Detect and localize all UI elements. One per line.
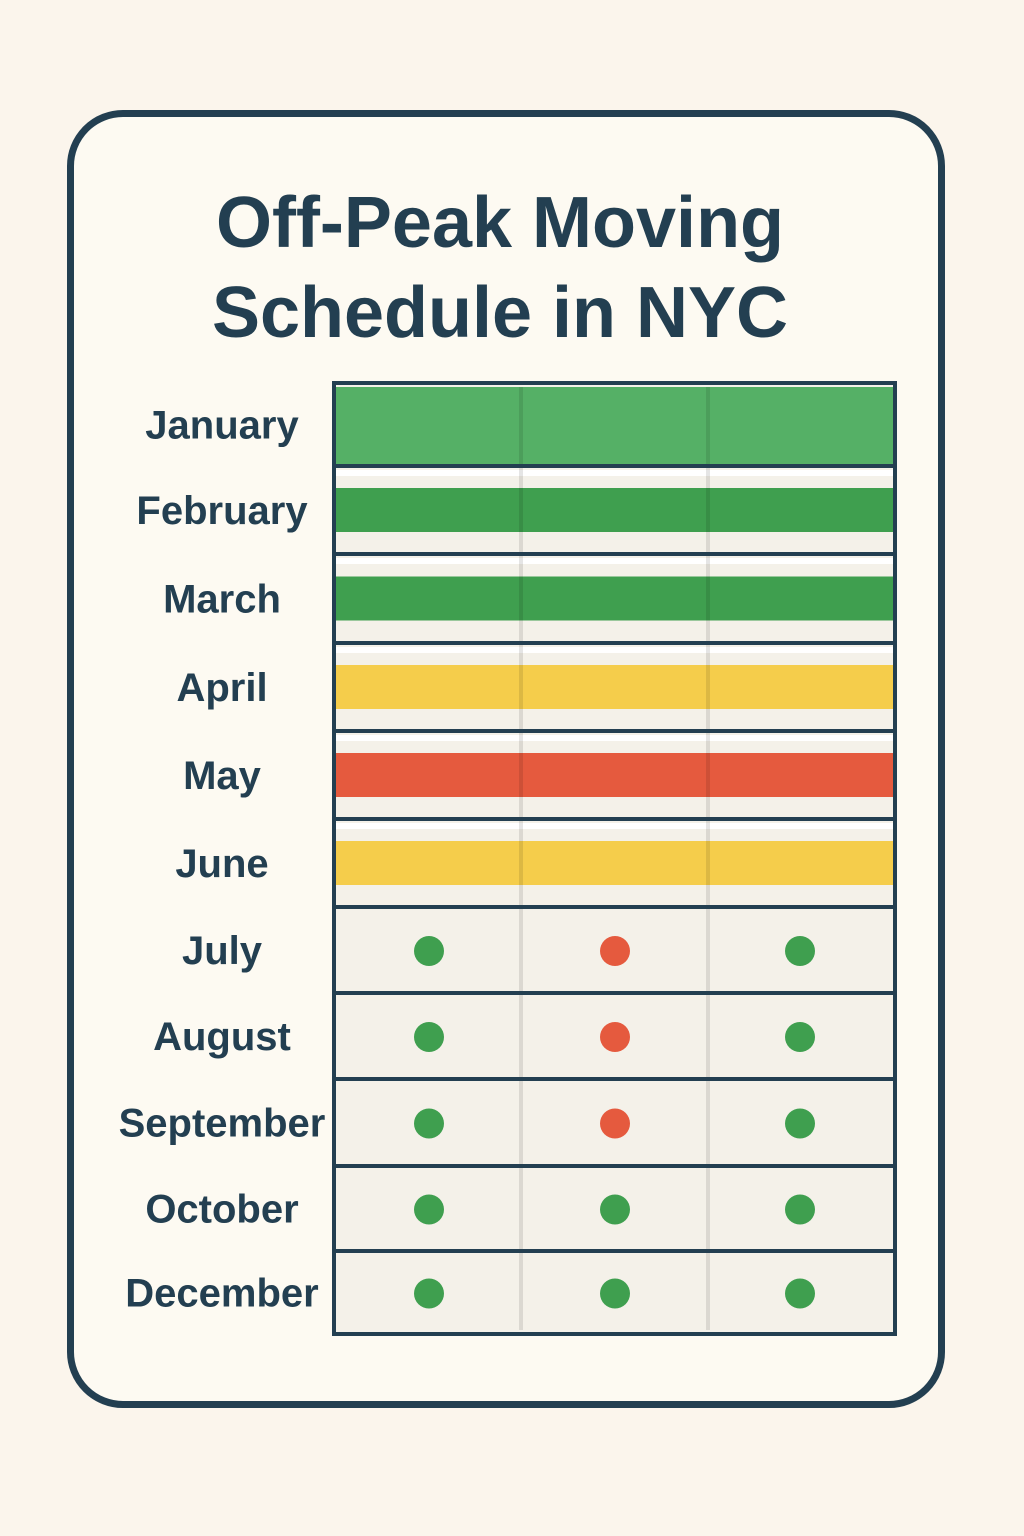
dot-august-3 — [785, 1022, 815, 1052]
month-label-january: January — [145, 404, 299, 448]
month-label-august: August — [153, 1015, 291, 1059]
dot-july-3 — [785, 936, 815, 966]
title-line-1: Off-Peak Moving — [215, 183, 785, 263]
dot-september-3 — [785, 1108, 815, 1139]
row-highlight-june — [336, 823, 893, 829]
month-label-december: December — [125, 1272, 318, 1316]
dot-september-1 — [414, 1108, 444, 1139]
dot-october-1 — [414, 1194, 444, 1225]
bar-june — [336, 841, 893, 885]
row-highlight-march — [336, 558, 893, 564]
dot-september-2 — [600, 1108, 630, 1139]
dot-august-1 — [414, 1022, 444, 1052]
month-label-july: July — [182, 929, 263, 973]
dot-october-2 — [600, 1194, 630, 1225]
dot-july-1 — [414, 936, 444, 966]
dot-december-2 — [600, 1278, 630, 1309]
month-label-february: February — [136, 489, 308, 533]
dot-december-1 — [414, 1278, 444, 1309]
month-label-october: October — [145, 1188, 298, 1232]
dot-october-3 — [785, 1194, 815, 1225]
month-label-may: May — [183, 754, 262, 798]
row-highlight-may — [336, 735, 893, 741]
bar-february — [336, 488, 893, 532]
title-line-2: Schedule in NYC — [211, 273, 789, 353]
month-label-april: April — [176, 666, 267, 710]
dot-july-2 — [600, 936, 630, 966]
bar-march — [336, 576, 893, 621]
month-label-june: June — [175, 842, 268, 886]
bar-january — [334, 387, 895, 464]
row-highlight-april — [336, 647, 893, 653]
grid-frame — [332, 381, 897, 1336]
bar-may — [336, 753, 893, 797]
month-label-march: March — [163, 578, 281, 622]
dot-december-3 — [785, 1278, 815, 1309]
bar-april — [336, 665, 893, 709]
chart-title: Off-Peak Moving Schedule in NYC — [0, 178, 1000, 358]
month-label-september: September — [119, 1102, 326, 1146]
dot-august-2 — [600, 1022, 630, 1052]
row-highlight-february — [336, 470, 893, 476]
